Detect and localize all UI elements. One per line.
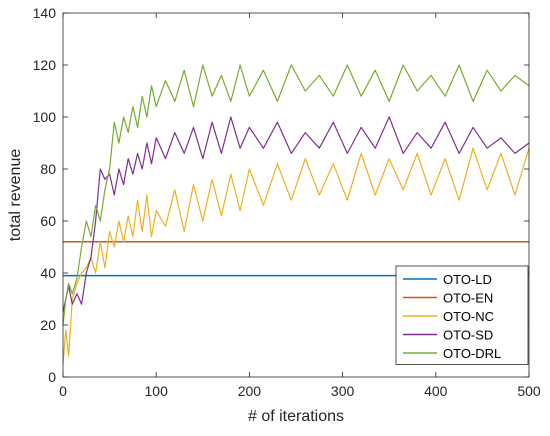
legend-label: OTO-DRL <box>443 346 501 361</box>
x-tick-label: 100 <box>145 383 169 399</box>
x-tick-label: 400 <box>424 383 448 399</box>
y-tick-label: 20 <box>40 317 56 333</box>
y-tick-label: 0 <box>48 369 56 385</box>
legend-label: OTO-SD <box>443 328 493 343</box>
x-tick-label: 0 <box>59 383 67 399</box>
ticks-layer: 0 100 200 300 400 500 0 20 40 60 80 100 120 140 <box>33 5 541 399</box>
y-tick-label: 140 <box>33 5 57 21</box>
legend-label: OTO-LD <box>443 272 492 287</box>
y-tick-label: 100 <box>33 109 57 125</box>
series-line-oto-drl <box>62 64 530 326</box>
legend-label: OTO-EN <box>443 291 493 306</box>
y-tick-label: 80 <box>40 161 56 177</box>
axes-layer <box>62 12 530 378</box>
series-line-oto-nc <box>62 147 530 365</box>
series-line-oto-sd <box>62 116 530 313</box>
x-tick-label: 200 <box>238 383 262 399</box>
y-tick-label: 120 <box>33 57 57 73</box>
y-axis-label: total revenue <box>7 149 24 242</box>
y-tick-label: 40 <box>40 265 56 281</box>
legend-label: OTO-NC <box>443 309 494 324</box>
x-axis-label: # of iterations <box>248 408 344 425</box>
y-tick-label: 60 <box>40 213 56 229</box>
axes-box <box>62 12 530 378</box>
x-tick-label: 500 <box>517 383 541 399</box>
x-tick-label: 300 <box>331 383 355 399</box>
legend: OTO-LD OTO-EN OTO-NC OTO-SD OTO-DRL <box>395 265 529 365</box>
